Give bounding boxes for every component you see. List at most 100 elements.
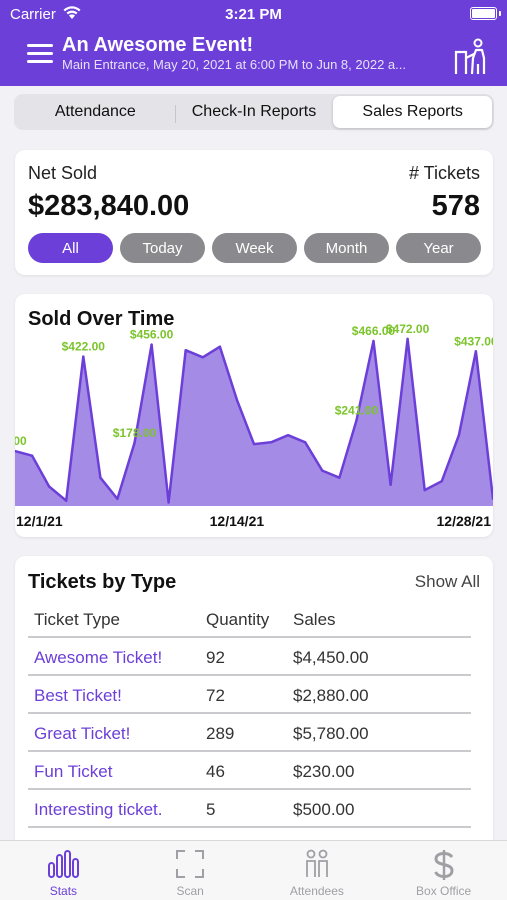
ticket-type-cell: Interesting ticket. [34, 800, 163, 819]
chart-point [457, 434, 461, 437]
net-sold-label: Net Sold [28, 163, 98, 183]
menu-icon-bar [27, 44, 53, 47]
chart-area [15, 338, 493, 506]
tickets-label: # Tickets [408, 163, 480, 183]
chart-point [252, 442, 256, 446]
sales-cell: $5,780.00 [293, 724, 369, 743]
chart-point [406, 337, 409, 341]
chart-point [321, 469, 324, 472]
chart-point [338, 476, 341, 479]
sold-over-time-chart: 1.00$422.00$178.00$456.00$241.00$466.00$… [15, 322, 493, 529]
chart-point [47, 485, 51, 488]
chart-point [440, 480, 443, 483]
chart-point [184, 349, 187, 352]
table-row[interactable]: Interesting ticket. 5 $500.00 [28, 790, 471, 828]
range-today-button[interactable]: Today [120, 233, 205, 263]
chart-data-label: $178.00 [113, 426, 157, 440]
tickets-value: 578 [431, 190, 480, 222]
sales-cell: $500.00 [293, 800, 355, 819]
chart-point [218, 345, 222, 348]
chart-data-label: $472.00 [386, 322, 430, 336]
tab-scan[interactable]: Scan [127, 841, 254, 900]
user-profile-icon[interactable] [452, 38, 488, 76]
chart-point [474, 350, 478, 353]
range-all-button[interactable]: All [28, 233, 113, 263]
chart-point [201, 356, 204, 359]
ticket-type-cell: Great Ticket! [34, 724, 131, 743]
chart-point [133, 441, 136, 445]
chart-point [389, 483, 392, 486]
sales-cell: $4,450.00 [293, 648, 369, 667]
range-year-button[interactable]: Year [396, 233, 481, 263]
net-sold-value: $283,840.00 [28, 190, 190, 222]
tickets-table: Ticket Type Quantity Sales Awesome Ticke… [28, 600, 471, 828]
ticket-type-cell: Fun Ticket [34, 762, 113, 781]
chart-point [167, 501, 170, 504]
chart-point [15, 449, 17, 453]
chart-point [235, 398, 239, 401]
quantity-cell: 289 [206, 724, 235, 743]
table-row[interactable]: Great Ticket! 289 $5,780.00 [28, 714, 471, 752]
menu-icon-bar [27, 60, 53, 63]
battery-icon [470, 7, 497, 20]
table-row[interactable]: Fun Ticket 46 $230.00 [28, 752, 471, 790]
stats-icon [48, 850, 80, 878]
net-sold-card: Net Sold $283,840.00 # Tickets 578 All T… [15, 150, 493, 275]
tab-label: Box Office [416, 884, 472, 898]
dollar-icon [433, 850, 454, 880]
quantity-cell: 46 [206, 762, 225, 781]
tab-attendance[interactable]: Attendance [54, 103, 136, 120]
chart-point [423, 488, 426, 492]
table-header: Ticket Type Quantity Sales [28, 600, 471, 638]
menu-button[interactable] [27, 44, 53, 66]
carrier-label: Carrier [10, 6, 56, 23]
tab-label: Attendees [289, 884, 344, 898]
tab-attendees[interactable]: Attendees [254, 841, 381, 900]
table-row[interactable]: Awesome Ticket! 92 $4,450.00 [28, 638, 471, 676]
chart-point [82, 355, 85, 358]
event-subtitle: Main Entrance, May 20, 2021 at 6:00 PM t… [62, 57, 406, 72]
chart-point [116, 497, 119, 501]
sold-over-time-card: 1.00$422.00$178.00$456.00$241.00$466.00$… [15, 294, 493, 537]
quantity-cell: 72 [206, 686, 225, 705]
chart-point [286, 434, 290, 437]
tab-label: Stats [49, 884, 78, 898]
tab-box-office[interactable]: Box Office [380, 841, 507, 900]
scan-icon [176, 850, 205, 878]
chart-data-label: 1.00 [15, 434, 27, 448]
wifi-icon [63, 6, 81, 19]
status-bar: Carrier 3:21 PM [0, 0, 507, 28]
tab-label: Scan [176, 884, 204, 898]
chart-data-label: $437.00 [454, 334, 493, 348]
event-title: An Awesome Event! [62, 34, 254, 56]
ticket-type-cell: Awesome Ticket! [34, 648, 163, 667]
sales-cell: $2,880.00 [293, 686, 369, 705]
chart-data-label: $422.00 [62, 340, 106, 354]
chart-data-label: $241.00 [335, 404, 379, 418]
chart-point [150, 343, 153, 346]
range-week-button[interactable]: Week [212, 233, 297, 263]
report-tabs: Attendance Check-In Reports Sales Report… [14, 94, 494, 130]
chart-point [304, 441, 307, 444]
attendees-icon [305, 849, 328, 877]
battery-tip [499, 11, 501, 16]
tab-check-in-reports[interactable]: Check-In Reports [174, 96, 334, 128]
chart-data-label: $466.00 [352, 324, 396, 338]
menu-icon-bar [27, 52, 53, 55]
tab-stats[interactable]: Stats [0, 841, 127, 900]
range-month-button[interactable]: Month [304, 233, 389, 263]
chart-point [372, 339, 375, 343]
chart-point [65, 499, 68, 502]
chart-x-tick-label: 12/28/21 [437, 513, 492, 529]
tab-sales-reports[interactable]: Sales Reports [333, 96, 493, 128]
table-row[interactable]: Best Ticket! 72 $2,880.00 [28, 676, 471, 714]
range-filter: All Today Week Month Year [28, 233, 481, 263]
column-header: Ticket Type [34, 610, 120, 629]
chart-x-tick-label: 12/1/21 [16, 513, 63, 529]
chart-point [491, 497, 493, 501]
tickets-title: Tickets by Type [28, 571, 177, 593]
chart-point [99, 476, 102, 479]
show-all-button[interactable]: Show All [414, 572, 480, 591]
sales-cell: $230.00 [293, 762, 355, 781]
tickets-by-type-card: Tickets by Type Show All Ticket Type Qua… [15, 556, 493, 856]
